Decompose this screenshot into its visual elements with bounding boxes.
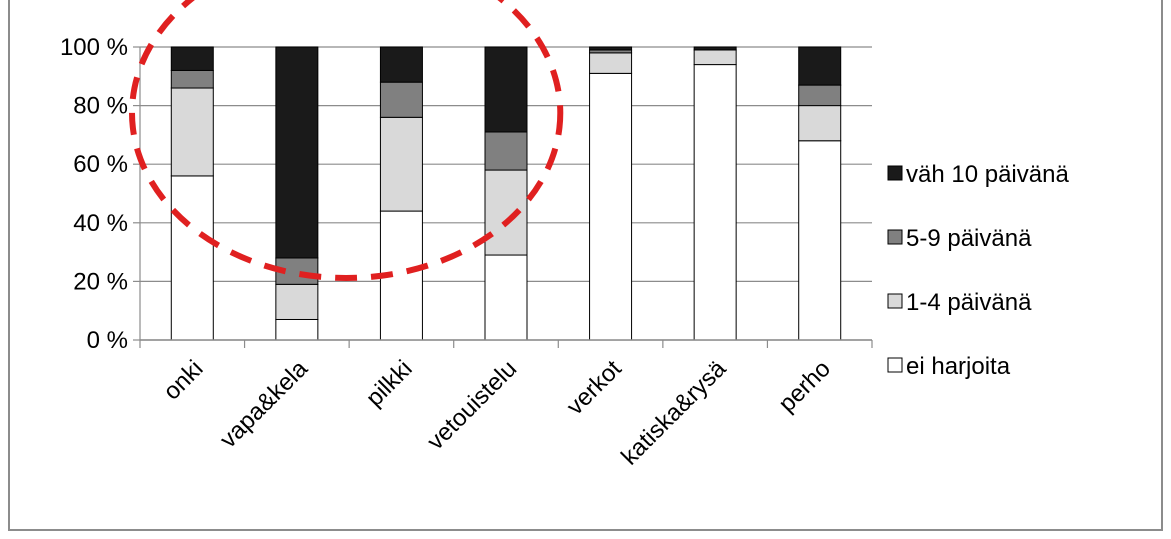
y-tick-label: 0 %	[87, 327, 128, 354]
bar-segment	[170, 46, 214, 71]
bar-segment	[379, 46, 423, 83]
legend-label: 1-4 päivänä	[906, 289, 1032, 316]
bar-segment	[484, 254, 528, 341]
y-tick-label: 40 %	[73, 210, 128, 237]
highlight-ellipse	[129, 0, 564, 281]
bar-segment	[484, 46, 528, 133]
legend: väh 10 päivänä 5-9 päivänä 1-4 päivänä ei h…	[887, 161, 1069, 380]
bar-segment	[379, 81, 423, 118]
y-tick-label: 20 %	[73, 268, 128, 295]
legend-swatch	[887, 293, 903, 309]
x-axis	[139, 339, 873, 348]
bar-segments	[170, 46, 842, 341]
highlight-dashed-ellipse	[129, 0, 564, 281]
x-category-label: katiska&rysä	[616, 355, 732, 471]
bar-segment	[693, 64, 737, 341]
bar-segment	[798, 105, 842, 142]
bar-segment	[379, 116, 423, 212]
legend-label: väh 10 päivänä	[906, 161, 1069, 188]
x-category-label: onki	[158, 355, 208, 405]
x-category-label: perho	[773, 355, 836, 418]
bar-segment	[170, 69, 214, 89]
bar-segment	[589, 46, 633, 51]
y-tick-label: 100 %	[60, 34, 128, 61]
bar-segment	[275, 46, 319, 259]
y-tick-label: 80 %	[73, 93, 128, 120]
legend-label: ei harjoita	[906, 353, 1011, 380]
legend-swatch	[887, 165, 903, 181]
x-axis-category-labels: onki vapa&kela pilkki vetouistelu verkotkati…	[158, 355, 836, 471]
bar-segment	[170, 175, 214, 341]
bar-segment	[693, 49, 737, 66]
bar-segment	[170, 87, 214, 177]
x-category-label: pilkki	[361, 355, 418, 412]
x-category-label: vetouistelu	[422, 355, 522, 455]
bar-segment	[798, 140, 842, 341]
legend-swatch	[887, 229, 903, 245]
y-tick-label: 60 %	[73, 151, 128, 178]
legend-label: 5-9 päivänä	[906, 225, 1032, 252]
x-category-label: verkot	[562, 355, 628, 421]
bar-segment	[275, 318, 319, 341]
bar-segment	[693, 46, 737, 51]
bar-segment	[484, 131, 528, 171]
x-category-label: vapa&kela	[215, 355, 314, 454]
legend-swatch	[887, 357, 903, 373]
bar-segment	[275, 283, 319, 320]
bar-segment	[798, 84, 842, 107]
y-axis-tick-labels: 0 % 20 % 40 % 60 % 80 % 100 %	[60, 34, 128, 354]
bar-segment	[589, 52, 633, 74]
bar-segment	[589, 72, 633, 341]
bar-segment	[798, 46, 842, 86]
